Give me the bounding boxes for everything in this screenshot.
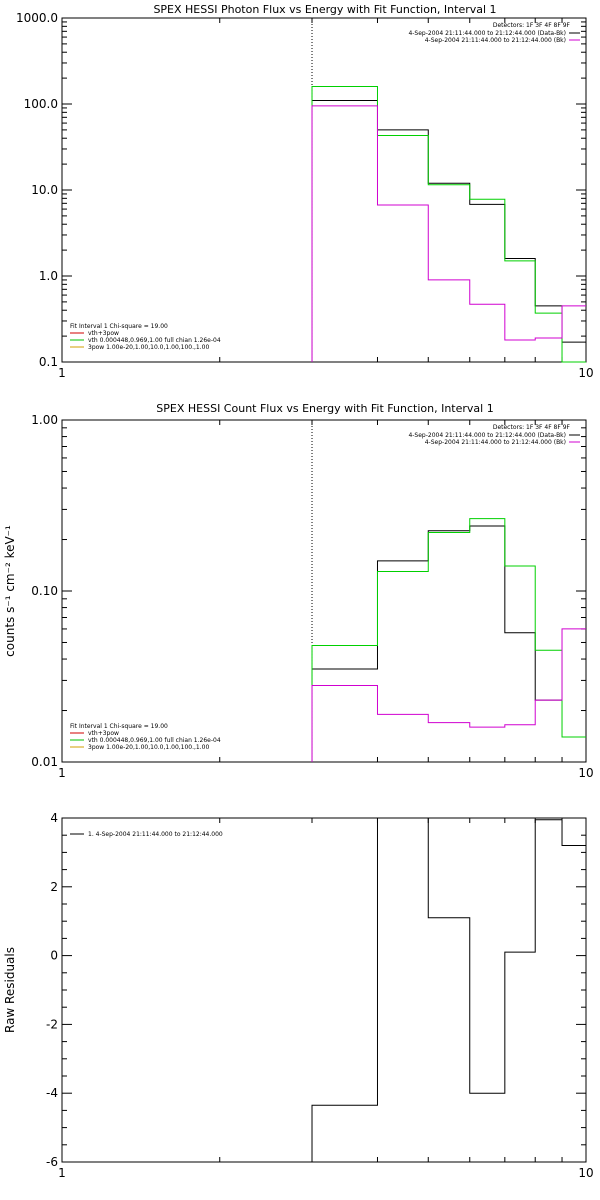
photon-flux-x-tick-labels: 1 10 — [58, 366, 593, 380]
residuals-y-axis-label: Raw Residuals — [3, 947, 17, 1033]
series-step-line — [311, 85, 586, 363]
photon-flux-panel: SPEX HESSI Photon Flux vs Energy with Fi… — [16, 3, 594, 380]
y-tick-label: -2 — [46, 1017, 58, 1031]
residuals-x-tick-labels: 1 10 — [58, 1166, 593, 1180]
photon-flux-title: SPEX HESSI Photon Flux vs Energy with Fi… — [153, 3, 496, 16]
y-tick-label: 10.0 — [31, 183, 58, 197]
x-tick-label: 10 — [578, 1166, 593, 1180]
residuals-panel: Raw Residuals -6 -4 -2 0 2 4 1 10 1. 4-S… — [3, 811, 594, 1180]
y-tick-label: -4 — [46, 1086, 58, 1100]
series-step-line — [311, 518, 586, 762]
x-tick-label: 1 — [58, 766, 66, 780]
legend-entry-vth-3pow: vth+3pow — [88, 730, 119, 737]
legend-entry-3pow: 3pow 1.00e-20,1.00,10.0,1.00,100.,1.00 — [88, 344, 209, 351]
legend-entry-vth: vth 0.000448,0.969,1.00 full chian 1.26e… — [88, 737, 221, 744]
legend-entry-interval: 1. 4-Sep-2004 21:11:44.000 to 21:12:44.0… — [88, 831, 223, 838]
x-tick-label: 10 — [578, 766, 593, 780]
legend-entry-data-bk: 4-Sep-2004 21:11:44.000 to 21:12:44.000 … — [408, 30, 566, 37]
count-flux-panel: SPEX HESSI Count Flux vs Energy with Fit… — [3, 402, 594, 780]
y-tick-label: -6 — [46, 1155, 58, 1169]
y-tick-label: 100.0 — [24, 97, 58, 111]
legend-entry-vth-3pow: vth+3pow — [88, 330, 119, 337]
y-tick-label: 1.0 — [39, 269, 58, 283]
y-tick-label: 2 — [50, 880, 58, 894]
legend-entry-vth: vth 0.000448,0.969,1.00 full chian 1.26e… — [88, 337, 221, 344]
count-flux-y-tick-labels: 0.01 0.10 1.00 — [31, 413, 58, 769]
x-tick-label: 1 — [58, 1166, 66, 1180]
legend-entry-3pow: 3pow 1.00e-20,1.00,10.0,1.00,100.,1.00 — [88, 744, 209, 751]
y-tick-label: 1.00 — [31, 413, 58, 427]
detectors-label: Detectors: 1F 3F 4F 8F 9F — [493, 22, 571, 29]
count-flux-y-axis-label: counts s⁻¹ cm⁻² keV⁻¹ — [3, 525, 17, 657]
count-flux-title: SPEX HESSI Count Flux vs Energy with Fit… — [156, 402, 493, 415]
photon-flux-y-tick-labels: 0.1 1.0 10.0 100.0 1000.0 — [16, 11, 58, 369]
count-flux-x-tick-labels: 1 10 — [58, 766, 593, 780]
y-tick-label: 0 — [50, 949, 58, 963]
legend-entry-data-bk: 4-Sep-2004 21:11:44.000 to 21:12:44.000 … — [408, 432, 566, 439]
legend-entry-bk: 4-Sep-2004 21:11:44.000 to 21:12:44.000 … — [425, 439, 566, 446]
y-tick-label: 0.10 — [31, 584, 58, 598]
residuals-y-tick-labels: -6 -4 -2 0 2 4 — [46, 811, 58, 1169]
series-step-line — [311, 628, 586, 762]
y-tick-label: 0.01 — [31, 755, 58, 769]
series-step-line — [311, 817, 586, 1162]
detectors-label: Detectors: 1F 3F 4F 8F 9F — [493, 424, 571, 431]
x-tick-label: 10 — [578, 366, 593, 380]
fit-interval-label: Fit Interval 1 Chi-square = 19.00 — [70, 323, 168, 330]
y-tick-label: 4 — [50, 811, 58, 825]
y-tick-label: 1000.0 — [16, 11, 58, 25]
y-tick-label: 0.1 — [39, 355, 58, 369]
legend-entry-bk: 4-Sep-2004 21:11:44.000 to 21:12:44.000 … — [425, 37, 566, 44]
series-step-line — [311, 105, 586, 362]
x-tick-label: 1 — [58, 366, 66, 380]
fit-interval-label: Fit Interval 1 Chi-square = 19.00 — [70, 723, 168, 730]
